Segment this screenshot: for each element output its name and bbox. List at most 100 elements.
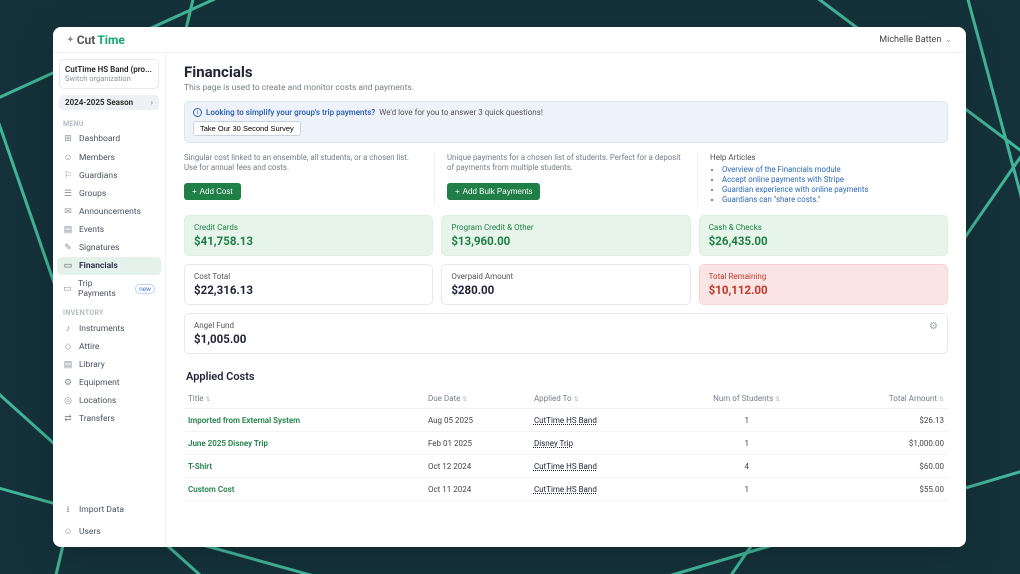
sidebar-item-signatures[interactable]: ✎Signatures [53,239,165,257]
row-title[interactable]: June 2025 Disney Trip [184,432,424,455]
sidebar-item-equipment[interactable]: ⚙Equipment [53,374,165,392]
row-title[interactable]: Imported from External System [184,409,424,432]
events-icon: ▤ [63,225,73,235]
sidebar-item-locations[interactable]: ◎Locations [53,392,165,410]
card-cash-checks: Cash & Checks $26,435.00 [699,215,948,256]
help-link[interactable]: Overview of the Financials module [722,165,948,174]
survey-text: We'd love for you to answer 3 quick ques… [379,108,543,117]
gear-icon[interactable]: ⚙ [929,321,938,332]
sidebar-label: Members [79,153,115,163]
table-row: Imported from External SystemAug 05 2025… [184,409,948,432]
row-applied[interactable]: Disney Trip [530,432,672,455]
col-num[interactable]: Num of Students⇅ [672,389,822,409]
plus-icon: + [455,187,460,196]
help-link[interactable]: Guardian experience with online payments [722,185,948,194]
card-label: Credit Cards [194,223,423,232]
card-value: $26,435.00 [709,234,938,248]
help-link[interactable]: Accept online payments with Stripe [722,175,948,184]
sidebar-item-users[interactable]: ☺Users [53,522,165,541]
survey-bold: Looking to simplify your group's trip pa… [206,108,375,117]
add-bulk-payments-button[interactable]: +Add Bulk Payments [447,183,540,200]
announcements-icon: ✉ [63,207,73,217]
sidebar-item-financials[interactable]: ▭Financials [57,257,161,275]
col-title[interactable]: Title⇅ [184,389,424,409]
row-applied[interactable]: CutTime HS Band [530,455,672,478]
row-due: Oct 12 2024 [424,455,530,478]
card-value: $13,960.00 [451,234,680,248]
logo-text-1: Cut [77,33,96,47]
transfers-icon: ⇄ [63,414,73,424]
sidebar-item-trip-payments[interactable]: ▭Trip Paymentsnew [53,275,165,303]
sidebar-label: Transfers [79,414,115,424]
sidebar-item-library[interactable]: ▤Library [53,356,165,374]
equipment-icon: ⚙ [63,378,73,388]
user-name: Michelle Batten [879,35,941,45]
card-label: Cost Total [194,272,423,281]
sort-icon: ⇅ [939,396,944,403]
sidebar-item-members[interactable]: ☺ Members [53,148,165,167]
sort-icon: ⇅ [206,396,211,403]
sidebar-item-instruments[interactable]: ♪Instruments [53,319,165,338]
menu-header: MENU [63,120,155,128]
row-title[interactable]: Custom Cost [184,478,424,501]
attire-icon: ◇ [63,342,73,352]
row-applied[interactable]: CutTime HS Band [530,409,672,432]
card-cost-total: Cost Total $22,316.13 [184,264,433,305]
add-cost-text: Singular cost linked to an ensemble, all… [184,153,422,173]
add-bulk-section: Unique payments for a chosen list of stu… [447,153,698,205]
logo: ✦ CutTime [67,33,125,47]
help-title: Help Articles [710,153,948,162]
row-due: Aug 05 2025 [424,409,530,432]
inventory-header: INVENTORY [63,309,155,317]
plus-icon: + [192,187,197,196]
sidebar-item-events[interactable]: ▤Events [53,221,165,239]
page-subtitle: This page is used to create and monitor … [184,83,948,93]
sidebar-label: Dashboard [79,134,120,144]
logo-text-2: Time [97,33,125,47]
row-total: $26.13 [822,409,948,432]
topbar: ✦ CutTime Michelle Batten ⌄ [53,27,966,53]
season-selector[interactable]: 2024-2025 Season › [59,95,159,110]
sidebar-item-groups[interactable]: ☰Groups [53,185,165,203]
add-cost-button[interactable]: +Add Cost [184,183,241,200]
sidebar: CutTime HS Band (pro... Switch organizat… [53,53,166,547]
trip-payments-icon: ▭ [63,284,72,294]
col-due[interactable]: Due Date⇅ [424,389,530,409]
sidebar-item-attire[interactable]: ◇Attire [53,338,165,356]
row-title[interactable]: T-Shirt [184,455,424,478]
card-value: $280.00 [451,283,680,297]
help-link[interactable]: Guardians can "share costs." [722,195,948,204]
chevron-down-icon: ⌄ [945,35,952,44]
app-window: ✦ CutTime Michelle Batten ⌄ CutTime HS B… [53,27,966,547]
members-icon: ☺ [63,152,73,163]
card-value: $41,758.13 [194,234,423,248]
sidebar-label: Library [79,360,105,370]
col-total[interactable]: Total Amount⇅ [822,389,948,409]
sidebar-item-import-data[interactable]: ⭳Import Data [53,498,165,522]
logo-icon: ✦ [67,35,73,44]
sidebar-label: Instruments [79,324,125,334]
card-value: $10,112.00 [709,283,938,297]
sidebar-item-dashboard[interactable]: ⊞Dashboard [53,130,165,148]
sidebar-item-guardians[interactable]: ⚐Guardians [53,167,165,185]
help-links: Overview of the Financials moduleAccept … [710,165,948,204]
sidebar-item-transfers[interactable]: ⇄ Transfers [53,410,165,428]
row-applied[interactable]: CutTime HS Band [530,478,672,501]
card-label: Cash & Checks [709,223,938,232]
card-overpaid: Overpaid Amount $280.00 [441,264,690,305]
row-total: $60.00 [822,455,948,478]
groups-icon: ☰ [63,189,73,199]
sidebar-label: Financials [79,261,118,271]
table-row: Custom CostOct 11 2024CutTime HS Band1$5… [184,478,948,501]
sidebar-item-announcements[interactable]: ✉Announcements [53,203,165,221]
survey-button[interactable]: Take Our 30 Second Survey [193,121,301,136]
col-applied[interactable]: Applied To⇅ [530,389,672,409]
add-cost-section: Singular cost linked to an ensemble, all… [184,153,435,205]
user-menu[interactable]: Michelle Batten ⌄ [879,35,952,45]
org-switcher[interactable]: CutTime HS Band (pro... Switch organizat… [59,59,159,89]
survey-banner: i Looking to simplify your group's trip … [184,101,948,143]
sidebar-label: Import Data [79,505,124,515]
guardians-icon: ⚐ [63,171,73,181]
card-label: Angel Fund [194,321,246,330]
row-num: 4 [672,455,822,478]
